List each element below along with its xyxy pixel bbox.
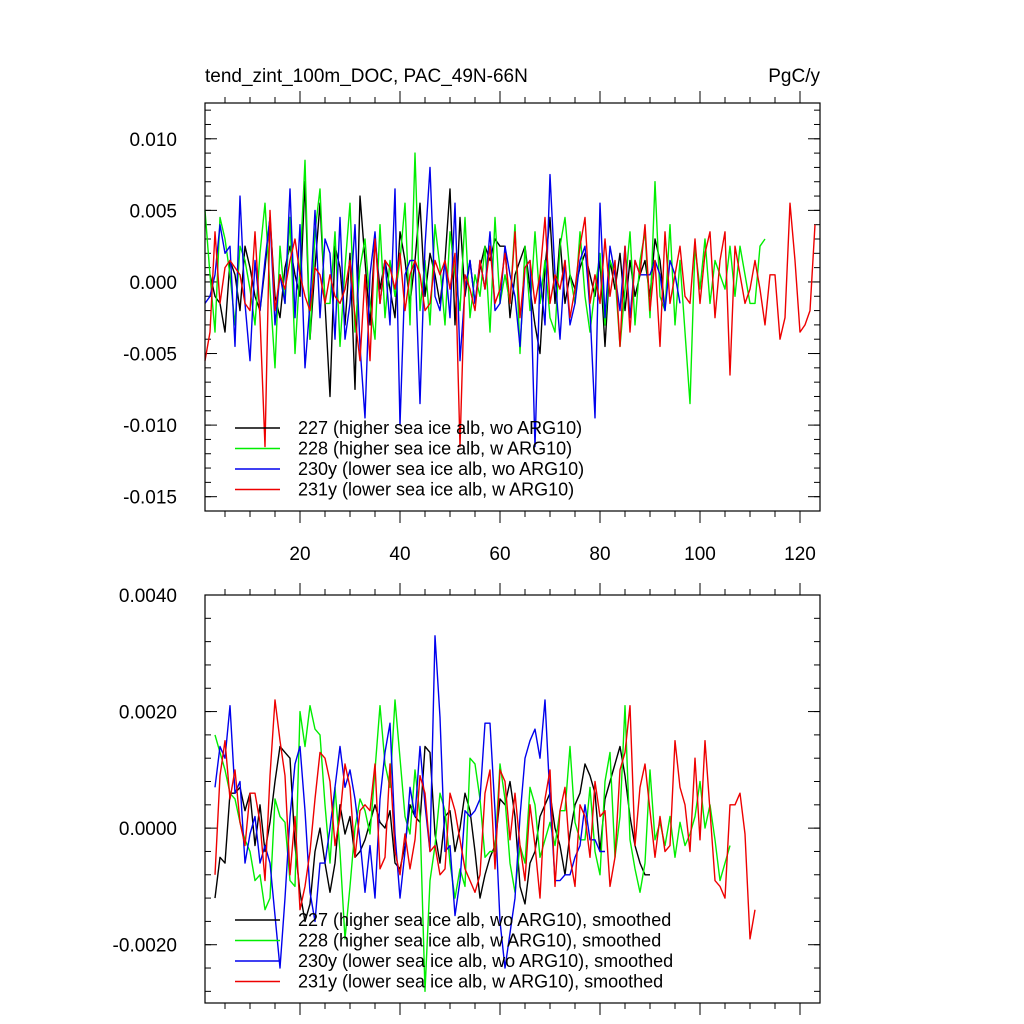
- top-panel-series: [204, 152, 816, 448]
- series-line-2: [214, 635, 605, 969]
- legend-label-1: 228 (higher sea ice alb, w ARG10): [298, 439, 572, 459]
- legend-label-3: 231y (lower sea ice alb, w ARG10): [298, 480, 574, 500]
- bottom-panel-frame: [204, 594, 821, 1004]
- series-line-2: [204, 166, 681, 448]
- y-tick-label: -0.010: [123, 416, 177, 437]
- series-line-0: [214, 745, 650, 923]
- top-panel-ticks: 0.010 0.005 0.000 -0.005 -0.010 -0.015 20 40 60 8…: [123, 91, 820, 565]
- legend-label-2: 230y (lower sea ice alb, wo ARG10): [298, 459, 584, 479]
- bottom-panel: 0.0040 0.0020 0.0000 -0.0020 227 (higher se…: [113, 583, 821, 1015]
- y-tick-label: 0.005: [129, 201, 177, 222]
- top-panel-frame: [204, 102, 821, 512]
- series-line-1: [204, 152, 766, 405]
- top-panel-title: tend_zint_100m_DOC, PAC_49N-66N: [205, 66, 528, 87]
- series-line-3: [214, 699, 756, 940]
- legend-label-3: 231y (lower sea ice alb, w ARG10), smoot…: [298, 972, 663, 992]
- bottom-panel-legend: 227 (higher sea ice alb, wo ARG10), smoo…: [235, 910, 673, 992]
- top-panel: tend_zint_100m_DOC, PAC_49N-66N PgC/y 0.…: [123, 66, 821, 565]
- y-tick-label: 0.0000: [119, 819, 177, 840]
- x-tick-label: 20: [289, 544, 310, 565]
- y-tick-label: 0.0040: [119, 586, 177, 607]
- top-panel-legend: 227 (higher sea ice alb, wo ARG10)228 (h…: [235, 418, 584, 500]
- bottom-panel-ticks: 0.0040 0.0020 0.0000 -0.0020: [113, 583, 820, 1015]
- y-tick-label: 0.0020: [119, 703, 177, 724]
- y-tick-label: -0.015: [123, 488, 177, 509]
- legend-label-2: 230y (lower sea ice alb, wo ARG10), smoo…: [298, 951, 673, 971]
- top-panel-units: PgC/y: [768, 66, 820, 87]
- series-line-1: [214, 699, 731, 992]
- x-tick-label: 120: [784, 544, 816, 565]
- bottom-panel-series: [214, 635, 756, 992]
- y-tick-label: -0.005: [123, 345, 177, 366]
- legend-label-1: 228 (higher sea ice alb, w ARG10), smoot…: [298, 931, 661, 951]
- x-tick-label: 60: [489, 544, 510, 565]
- series-line-3: [204, 202, 816, 448]
- x-tick-label: 80: [589, 544, 610, 565]
- legend-label-0: 227 (higher sea ice alb, wo ARG10), smoo…: [298, 910, 671, 930]
- x-tick-label: 40: [389, 544, 410, 565]
- y-tick-label: 0.000: [129, 273, 177, 294]
- y-tick-label: -0.0020: [113, 936, 177, 957]
- y-tick-label: 0.010: [129, 130, 177, 151]
- legend-label-0: 227 (higher sea ice alb, wo ARG10): [298, 418, 582, 438]
- x-tick-label: 100: [684, 544, 716, 565]
